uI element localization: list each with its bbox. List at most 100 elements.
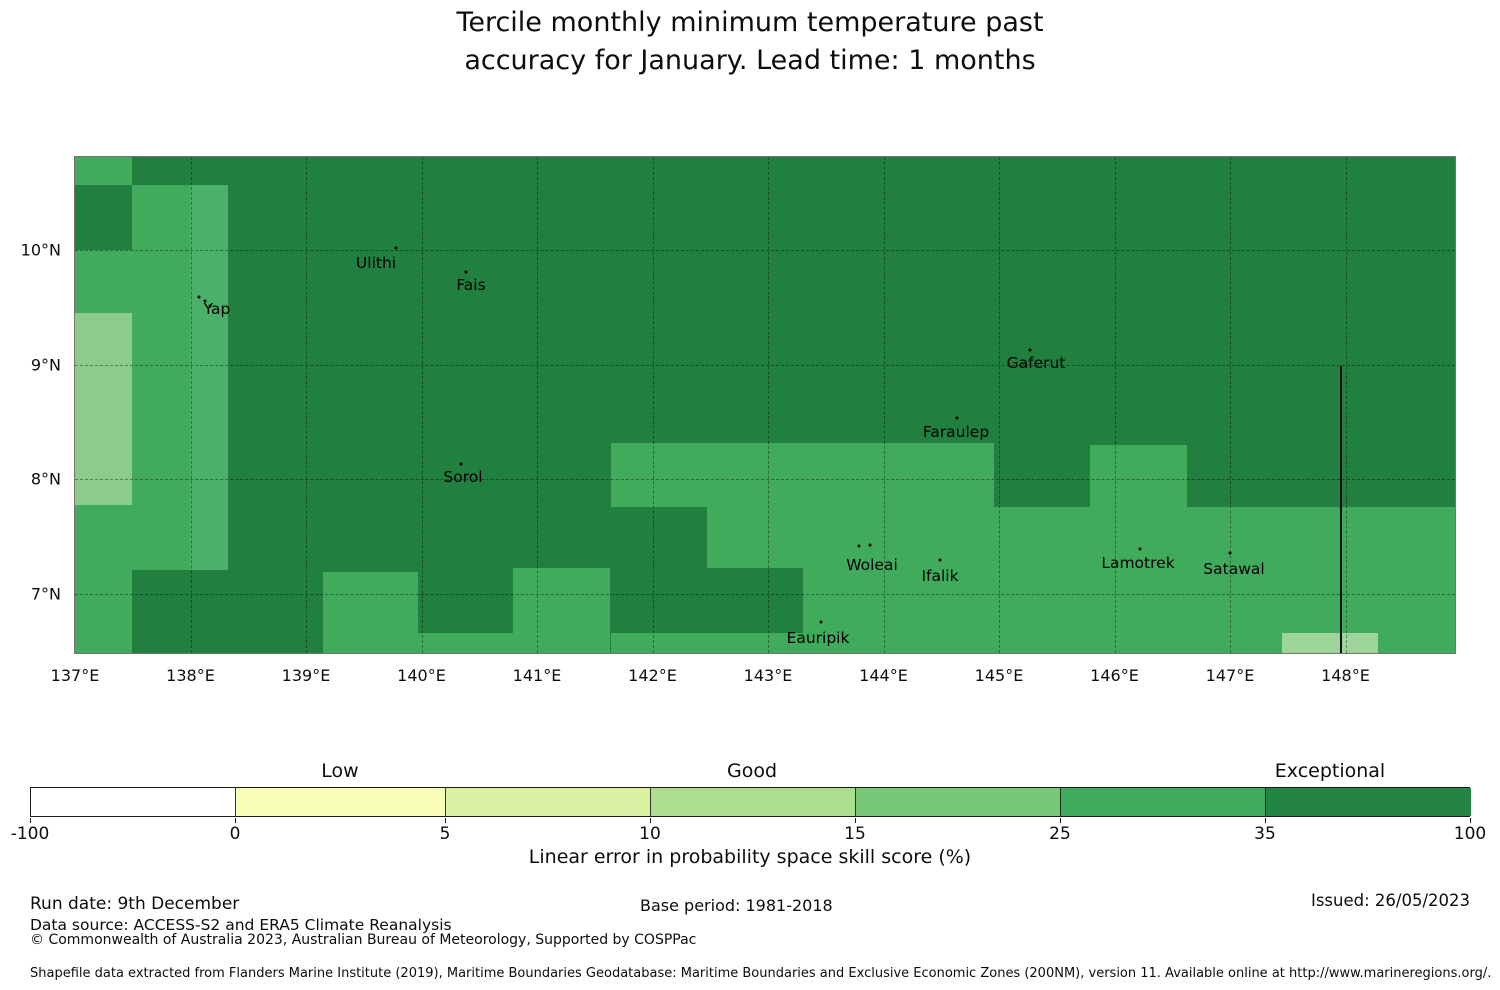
copyright-text: © Commonwealth of Australia 2023, Austra… — [30, 932, 697, 948]
colorbar-tick-label: 15 — [844, 824, 866, 844]
parallel-gridline — [75, 250, 1455, 251]
satawal-island-marker — [1228, 551, 1232, 555]
longitude-tick-label: 145°E — [974, 666, 1024, 685]
lamotrek-island-label: Lamotrek — [1101, 554, 1175, 572]
run-date-text: Run date: 9th December — [30, 894, 240, 914]
meridian-gridline — [421, 157, 423, 653]
colorbar-segment — [31, 788, 236, 816]
data-source-text: Data source: ACCESS-S2 and ERA5 Climate … — [30, 916, 452, 934]
colorbar-tick — [1470, 818, 1471, 823]
shapefile-attribution-text: Shapefile data extracted from Flanders M… — [30, 966, 1492, 981]
map-cell — [611, 443, 994, 507]
colorbar-tick — [1060, 818, 1061, 823]
fais-island-marker — [464, 270, 468, 274]
longitude-tick-label: 141°E — [512, 666, 562, 685]
colorbar-category-label: Low — [321, 760, 359, 782]
map-cell — [75, 157, 132, 185]
map-cell — [1282, 633, 1378, 653]
map-cell — [513, 568, 610, 653]
colorbar-category-label: Good — [726, 760, 778, 782]
colorbar-tick-label: 10 — [639, 824, 661, 844]
colorbar-category-label: Exceptional — [1274, 760, 1386, 782]
colorbar-tick-label: 100 — [1453, 824, 1487, 844]
longitude-tick-label: 139°E — [281, 666, 331, 685]
yap-island-marker — [197, 295, 201, 299]
meridian-gridline — [1114, 157, 1116, 653]
meridian-gridline — [652, 157, 654, 653]
colorbar-segment — [1061, 788, 1266, 816]
gaferut-island-label: Gaferut — [1006, 354, 1066, 372]
longitude-tick-label: 140°E — [397, 666, 446, 685]
colorbar — [30, 787, 1471, 817]
map-cell — [611, 633, 803, 653]
colorbar-tick-label: 35 — [1254, 824, 1276, 844]
sorol-island-label: Sorol — [443, 468, 483, 486]
colorbar-tick — [855, 818, 856, 823]
colorbar-segment — [236, 788, 446, 816]
satawal-island-label: Satawal — [1203, 560, 1265, 578]
map-cell — [707, 507, 803, 568]
skill-score-map: Ulithi Fais Yap Gaferut Faraulep Sorol Woleai I… — [74, 156, 1456, 654]
yap-island-marker — [208, 304, 212, 308]
meridian-gridline — [306, 157, 307, 653]
figure-title: Tercile monthly minimum temperature past… — [0, 4, 1500, 80]
latitude-tick-label: 8°N — [30, 469, 61, 489]
latitude-tick-label: 7°N — [30, 584, 61, 603]
colorbar-segment — [651, 788, 856, 816]
faraulep-island-label: Faraulep — [922, 423, 990, 441]
colorbar-tick — [445, 818, 446, 823]
map-cell — [994, 507, 1455, 653]
gaferut-island-marker — [1028, 348, 1032, 352]
meridian-gridline — [768, 157, 769, 653]
eauripik-island-label: Eauripik — [786, 629, 850, 647]
map-cell — [323, 572, 418, 653]
longitude-tick-label: 146°E — [1090, 666, 1139, 685]
colorbar-segment — [1266, 788, 1471, 816]
ulithi-island-label: Ulithi — [355, 254, 397, 272]
maritime-boundary-line — [1340, 366, 1342, 653]
parallel-gridline — [75, 364, 1455, 366]
map-cell — [418, 633, 513, 653]
colorbar-tick — [30, 818, 31, 823]
colorbar-tick-label: -100 — [10, 824, 50, 844]
map-cell — [132, 185, 190, 570]
longitude-tick-label: 138°E — [166, 666, 215, 685]
meridian-gridline — [883, 157, 885, 653]
latitude-tick-label: 10°N — [20, 240, 61, 260]
meridian-gridline — [999, 157, 1000, 653]
longitude-tick-label: 147°E — [1205, 666, 1255, 685]
longitude-tick-label: 148°E — [1321, 666, 1370, 685]
colorbar-segment — [856, 788, 1061, 816]
longitude-tick-label: 143°E — [743, 666, 793, 685]
figure-title-line1: Tercile monthly minimum temperature past — [456, 7, 1044, 38]
colorbar-tick — [235, 818, 236, 823]
map-cell — [803, 507, 994, 653]
map-cell — [75, 250, 132, 313]
parallel-gridline — [75, 479, 1455, 480]
issued-date-text: Issued: 26/05/2023 — [1310, 891, 1470, 910]
yap-island-label: Yap — [203, 300, 231, 318]
map-cell — [75, 313, 132, 505]
longitude-tick-label: 144°E — [859, 666, 908, 685]
parallel-gridline — [75, 593, 1455, 595]
figure-title-line2: accuracy for January. Lead time: 1 month… — [464, 45, 1036, 76]
fais-island-label: Fais — [456, 276, 486, 294]
map-cell — [190, 185, 228, 570]
meridian-gridline — [1345, 157, 1347, 653]
longitude-tick-label: 137°E — [50, 666, 100, 685]
map-cell — [75, 505, 132, 653]
faraulep-island-marker — [955, 416, 959, 420]
longitude-tick-label: 142°E — [628, 666, 677, 685]
base-period-text: Base period: 1981-2018 — [640, 896, 833, 915]
colorbar-tick-label: 0 — [229, 824, 241, 844]
colorbar-tick-label: 5 — [439, 824, 451, 844]
eauripik-island-marker — [819, 620, 823, 624]
colorbar-tick — [1265, 818, 1266, 823]
ifalik-island-marker — [938, 558, 942, 562]
meridian-gridline — [190, 157, 192, 653]
latitude-tick-label: 9°N — [30, 355, 61, 374]
sorol-island-marker — [459, 462, 463, 466]
colorbar-axis-label: Linear error in probability space skill … — [528, 846, 972, 868]
map-cell — [1090, 445, 1187, 507]
yap-island-marker — [203, 299, 207, 303]
